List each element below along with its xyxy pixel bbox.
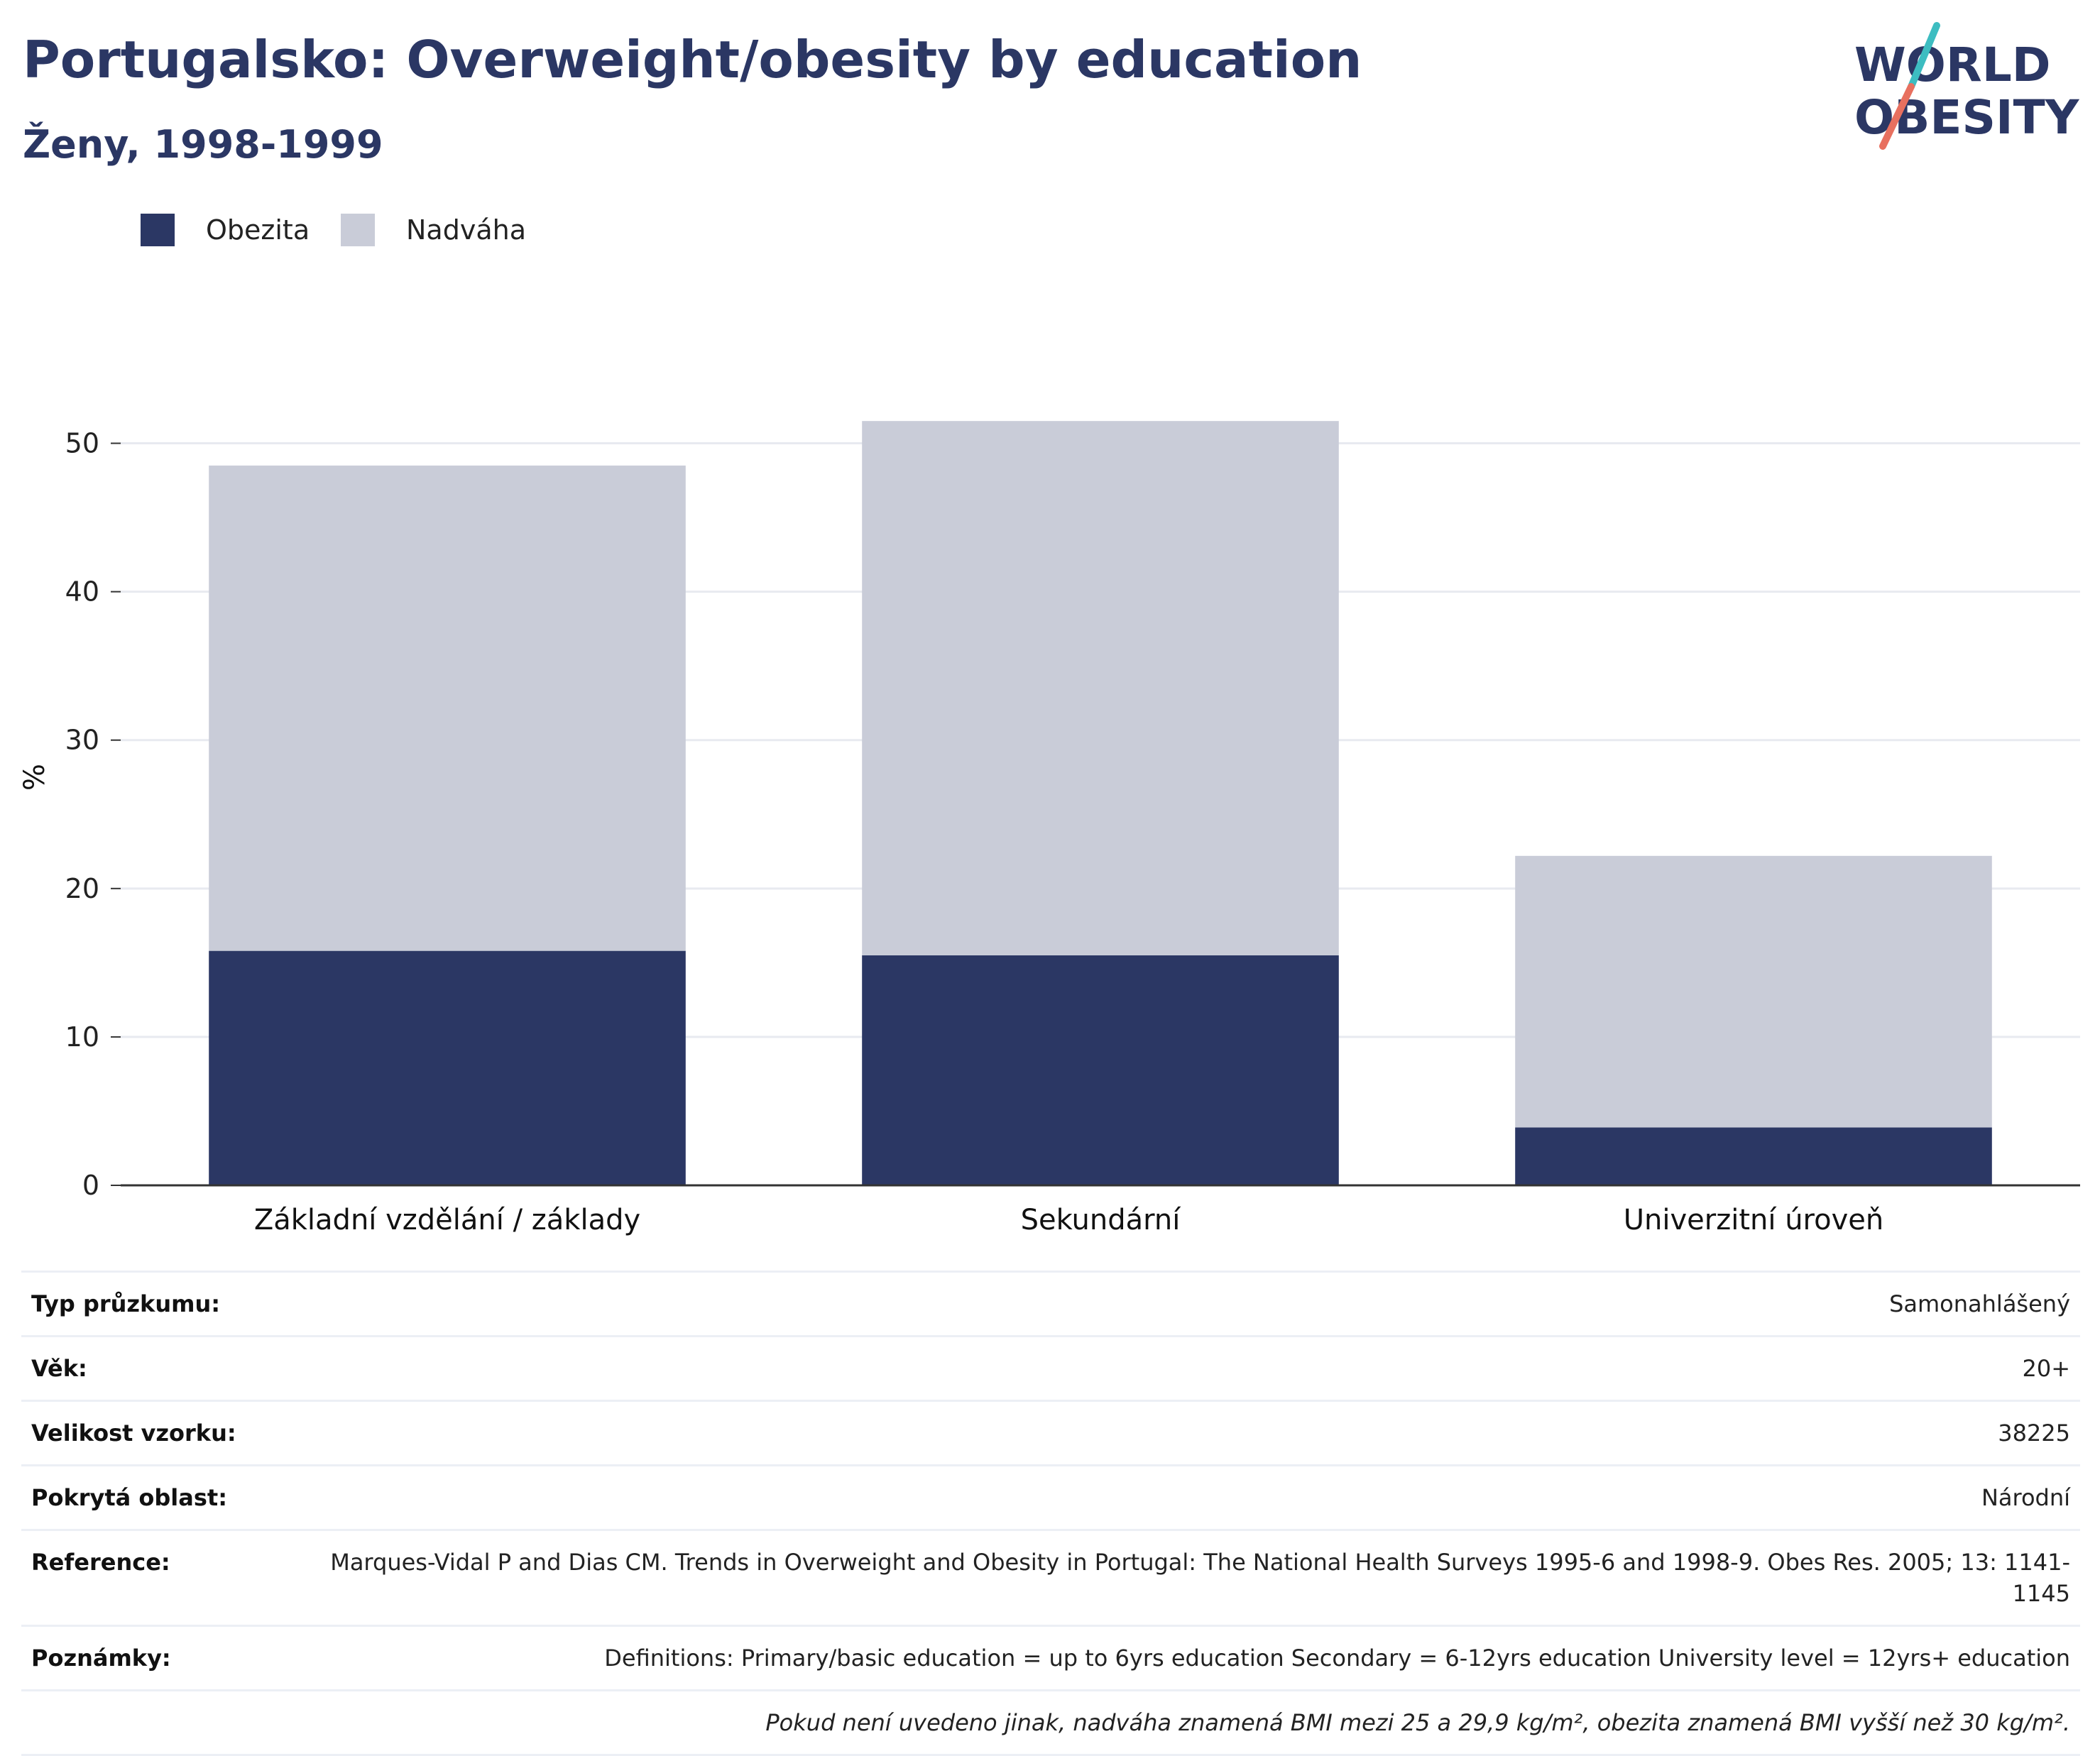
meta-key: Poznámky: bbox=[31, 1645, 171, 1672]
chart-subtitle: Ženy, 1998-1999 bbox=[23, 122, 383, 167]
logo-line-1: WORLD bbox=[1854, 38, 2051, 92]
logo-slash-teal bbox=[1908, 22, 1940, 90]
meta-value: Marques-Vidal P and Dias CM. Trends in O… bbox=[330, 1549, 2070, 1607]
meta-value: Národní bbox=[1981, 1484, 2070, 1511]
y-tick-label: 50 bbox=[65, 428, 99, 459]
bar-nadvaha[interactable] bbox=[1515, 855, 1992, 1128]
meta-row-notes: Poznámky: Definitions: Primary/basic edu… bbox=[21, 1625, 2080, 1691]
meta-row-sample-size: Velikost vzorku: 38225 bbox=[21, 1400, 2080, 1466]
bar-obezita[interactable] bbox=[1515, 1127, 1992, 1185]
meta-row-reference: Reference: Marques-Vidal P and Dias CM. … bbox=[21, 1530, 2080, 1626]
legend-swatch-obezita bbox=[141, 214, 175, 246]
logo-slash-coral bbox=[1879, 83, 1915, 150]
meta-value: 38225 bbox=[1998, 1420, 2070, 1447]
x-tick-label: Sekundární bbox=[1021, 1204, 1182, 1236]
chart-title: Portugalsko: Overweight/obesity by educa… bbox=[23, 30, 1362, 89]
legend-label-obezita: Obezita bbox=[206, 214, 310, 246]
y-tick-label: 10 bbox=[65, 1021, 99, 1053]
bar-obezita[interactable] bbox=[862, 955, 1339, 1185]
meta-row-survey-type: Typ průzkumu: Samonahlášený bbox=[21, 1271, 2080, 1337]
meta-key: Reference: bbox=[31, 1549, 170, 1576]
meta-row-footnote: Pokud není uvedeno jinak, nadváha znamen… bbox=[21, 1690, 2080, 1755]
meta-key: Věk: bbox=[31, 1355, 87, 1382]
x-tick-label: Univerzitní úroveň bbox=[1624, 1204, 1883, 1236]
bar-chart: 0 10 20 30 40 50 Základní vzdělání / základy Se… bbox=[18, 421, 2080, 1236]
legend-label-nadvaha: Nadváha bbox=[406, 214, 526, 246]
y-tick-label: 40 bbox=[65, 576, 99, 608]
survey-info-table: Typ průzkumu: Samonahlášený Věk: 20+ Vel… bbox=[21, 1271, 2080, 1756]
footnote: Pokud není uvedeno jinak, nadváha znamen… bbox=[765, 1709, 2070, 1736]
meta-row-age: Věk: 20+ bbox=[21, 1336, 2080, 1401]
meta-value: 20+ bbox=[2022, 1355, 2070, 1382]
y-tick-label: 0 bbox=[82, 1170, 99, 1201]
legend-swatch-nadvaha bbox=[341, 214, 375, 246]
meta-key: Pokrytá oblast: bbox=[31, 1484, 227, 1511]
bar-obezita[interactable] bbox=[209, 950, 686, 1185]
meta-row-coverage: Pokrytá oblast: Národní bbox=[21, 1465, 2080, 1530]
meta-value: Samonahlášený bbox=[1889, 1290, 2070, 1317]
y-tick-label: 30 bbox=[65, 725, 99, 756]
meta-value: Definitions: Primary/basic education = u… bbox=[604, 1645, 2070, 1672]
meta-key: Typ průzkumu: bbox=[31, 1290, 221, 1317]
bars bbox=[209, 421, 1992, 1185]
logo-line-2: OBESITY bbox=[1854, 90, 2080, 145]
meta-key: Velikost vzorku: bbox=[31, 1420, 236, 1447]
world-obesity-logo: WORLD OBESITY bbox=[1854, 22, 2080, 150]
bar-nadvaha[interactable] bbox=[862, 421, 1339, 955]
bar-nadvaha[interactable] bbox=[209, 465, 686, 951]
y-tick-label: 20 bbox=[65, 873, 99, 904]
x-tick-label: Základní vzdělání / základy bbox=[254, 1204, 640, 1236]
y-axis-title: % bbox=[18, 764, 51, 791]
axes: 0 10 20 30 40 50 Základní vzdělání / základy Se… bbox=[65, 428, 2080, 1236]
